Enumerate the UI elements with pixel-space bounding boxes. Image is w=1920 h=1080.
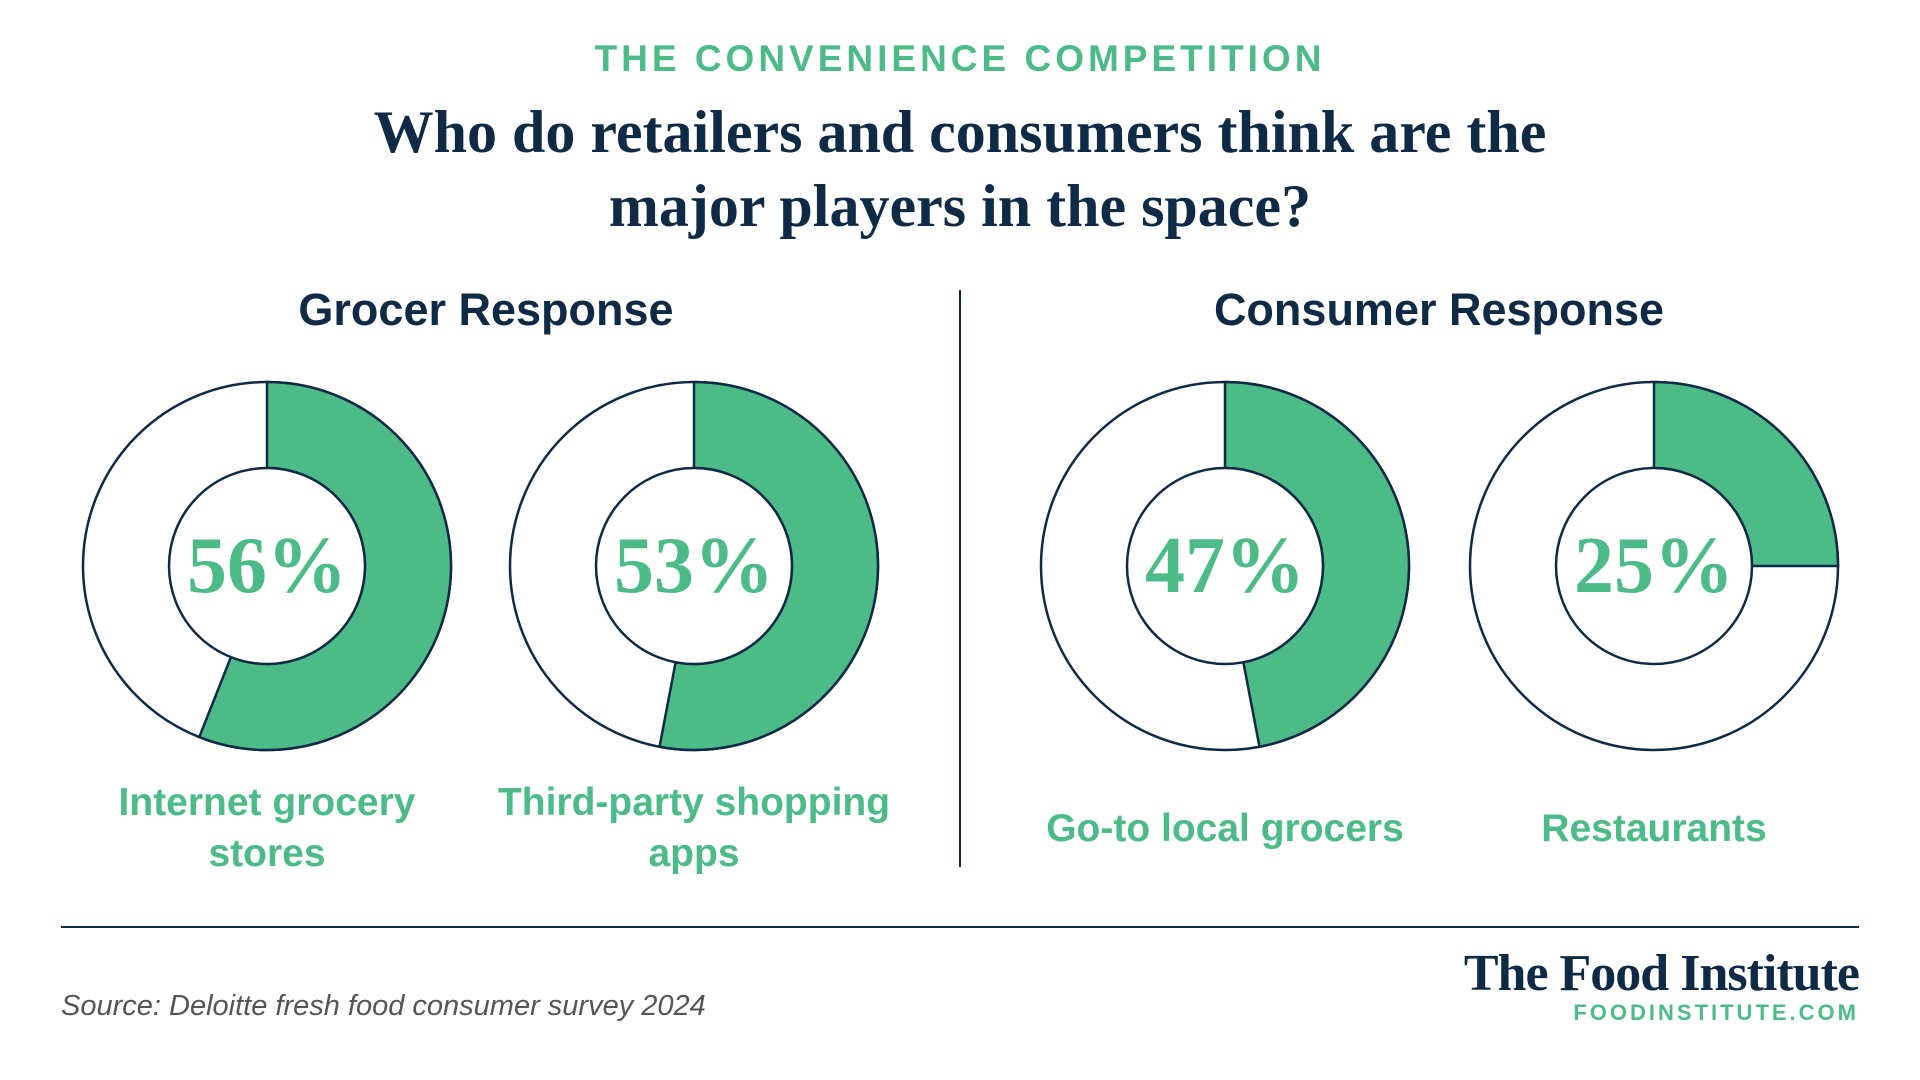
group-title: Grocer Response <box>298 284 674 335</box>
url: FOODINSTITUTE.COM <box>1573 1000 1859 1025</box>
source: Source: Deloitte fresh food consumer sur… <box>61 990 706 1022</box>
value-label: 47% <box>1145 522 1305 610</box>
value-label: 53% <box>614 522 774 610</box>
category-label: Go-to local grocers <box>1046 806 1404 850</box>
kicker: THE CONVENIENCE COMPETITION <box>594 38 1326 79</box>
donut-hole <box>167 466 367 666</box>
title: Who do retailers and consumers think are… <box>373 99 1547 239</box>
category-label: Internet grocery stores <box>118 781 416 875</box>
brand: The Food Institute <box>1463 945 1860 1002</box>
donut-hole <box>1554 466 1754 666</box>
value-label: 25% <box>1574 522 1734 610</box>
category-label: Restaurants <box>1541 806 1767 850</box>
category-label: Third-party shopping apps <box>497 781 891 875</box>
donut-hole <box>594 466 794 666</box>
value-label: 56% <box>187 522 347 610</box>
group-title: Consumer Response <box>1213 284 1665 335</box>
donut-hole <box>1125 466 1325 666</box>
